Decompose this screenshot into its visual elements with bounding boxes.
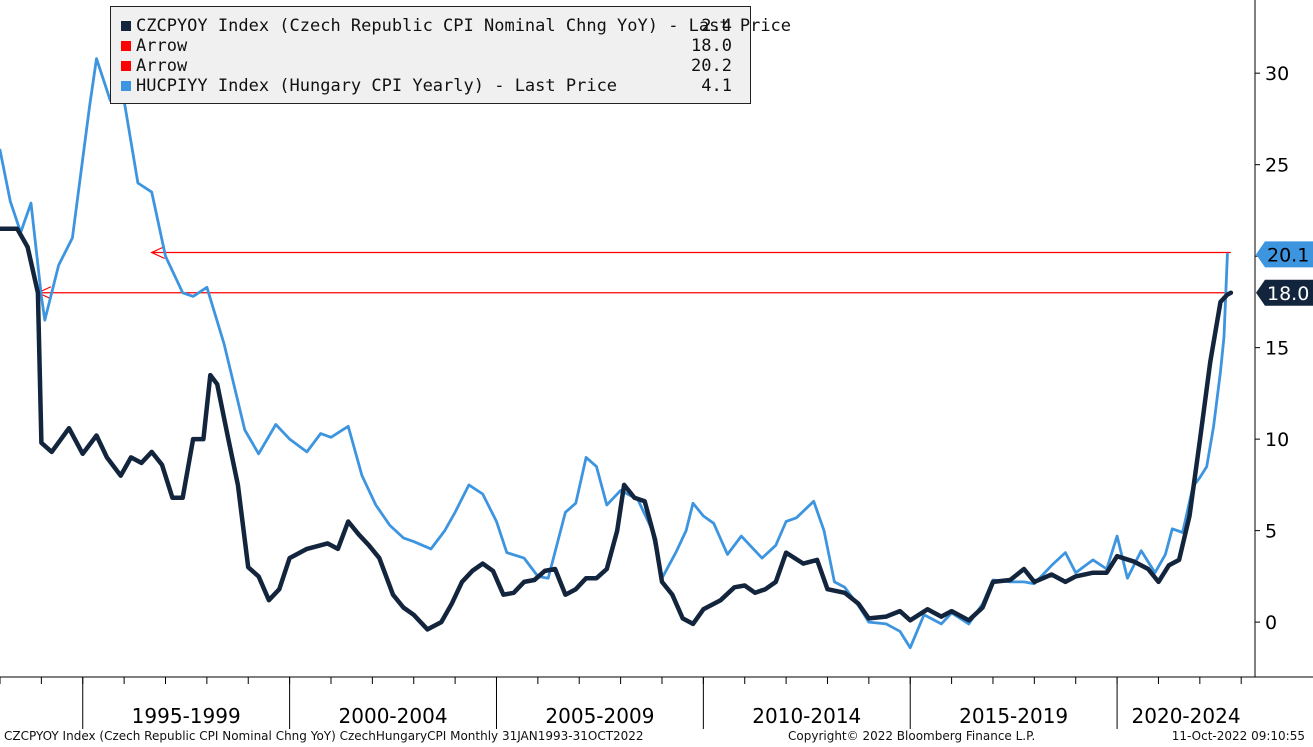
last-value-tags: 20.1 18.0 [1256, 241, 1313, 306]
y-tick-label: 10 [1265, 429, 1289, 451]
legend-swatch [121, 81, 131, 91]
legend-item-czech: CZCPYOY Index (Czech Republic CPI Nomina… [121, 16, 791, 36]
legend-label: Arrow [136, 56, 188, 76]
series-line [0, 57, 1229, 650]
x-tick-label: 2005-2009 [545, 704, 654, 728]
arrow-head [150, 245, 165, 260]
series-line [0, 226, 1234, 632]
x-axis: 1995-1999 2000-2004 2005-2009 2010-2014 2015… [0, 0, 1313, 729]
series-lines [0, 57, 1234, 650]
y-tick-label: 5 [1265, 521, 1277, 543]
y-tick-label: 25 [1265, 155, 1289, 177]
legend: CZCPYOY Index (Czech Republic CPI Nomina… [110, 6, 791, 104]
legend-value: 20.2 [691, 56, 732, 76]
legend-value: 2.4 [701, 16, 732, 36]
legend-label: CZCPYOY Index (Czech Republic CPI Nomina… [136, 16, 792, 36]
legend-label: Arrow [136, 36, 188, 56]
legend-swatch [121, 21, 131, 31]
legend-swatch [121, 41, 131, 51]
footer-source: CZCPYOY Index (Czech Republic CPI Nomina… [4, 729, 644, 743]
last-value-label: 20.1 [1267, 244, 1309, 266]
y-tick-label: 0 [1265, 612, 1277, 634]
footer-copyright: Copyright© 2022 Bloomberg Finance L.P. [788, 729, 1036, 743]
y-axis: 051015202530 [1255, 63, 1289, 634]
x-tick-label: 1995-1999 [132, 704, 241, 728]
last-value-tag [1256, 279, 1313, 306]
legend-label: HUCPIYY Index (Hungary CPI Yearly) - Las… [136, 76, 618, 96]
last-value-label: 18.0 [1267, 283, 1309, 305]
x-tick-label: 2000-2004 [339, 704, 448, 728]
last-value-tag [1256, 241, 1313, 268]
legend-item-arrow-1: Arrow 18.0 [121, 36, 742, 56]
x-tick-label: 2020-2024 [1132, 704, 1241, 728]
legend-value: 18.0 [691, 36, 732, 56]
legend-value: 4.1 [701, 76, 732, 96]
legend-item-arrow-2: Arrow 20.2 [121, 56, 742, 76]
legend-swatch [121, 61, 131, 71]
x-tick-label: 2015-2019 [959, 704, 1068, 728]
arrows [36, 245, 1231, 300]
y-tick-label: 15 [1265, 338, 1289, 360]
legend-item-hungary: HUCPIYY Index (Hungary CPI Yearly) - Las… [121, 76, 742, 96]
x-tick-label: 2010-2014 [752, 704, 861, 728]
footer-timestamp: 11-Oct-2022 09:10:55 [1171, 729, 1305, 743]
y-tick-label: 30 [1265, 63, 1289, 85]
